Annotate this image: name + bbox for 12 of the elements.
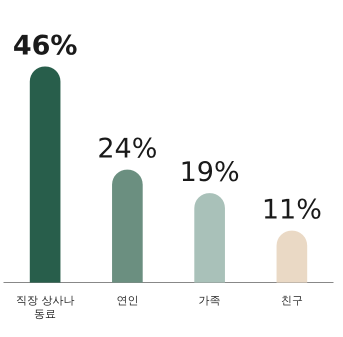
- bar: [194, 193, 225, 283]
- x-tick-label: 가족: [198, 294, 221, 308]
- data-label: 24%: [97, 134, 158, 165]
- x-tick-label: 친구: [280, 294, 303, 308]
- data-label: 11%: [262, 194, 322, 226]
- bar: [30, 66, 60, 283]
- data-label: 19%: [180, 156, 240, 188]
- x-tick-label: 연인: [116, 294, 138, 308]
- x-tick-label: 직장 상사나 동료: [16, 294, 74, 320]
- bar: [276, 230, 308, 283]
- bar: [112, 170, 143, 283]
- data-label: 46%: [12, 30, 78, 62]
